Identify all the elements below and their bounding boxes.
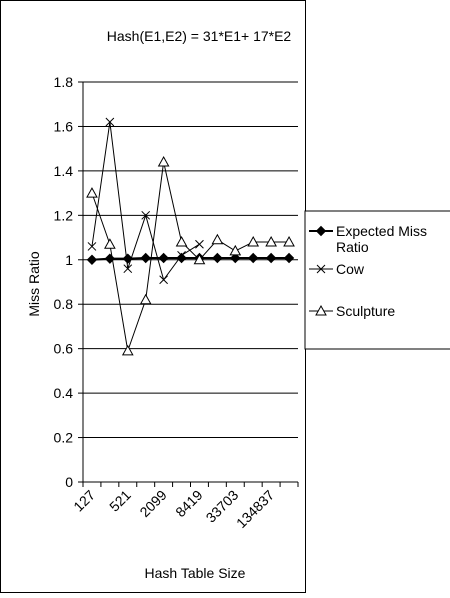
data-point-diamond [86,254,98,265]
y-tick-label: 0.2 [54,430,74,446]
legend-label: Cow [336,261,365,277]
data-point-triangle [104,238,116,249]
data-point-x [316,264,326,274]
series-2 [86,155,295,356]
data-point-triangle [229,244,242,256]
legend-item: Sculpture [309,303,395,319]
legend-label: Expected Miss [336,223,427,239]
data-point-x [123,264,133,274]
data-point-triangle [175,235,188,247]
data-point-x [141,210,151,220]
y-tick-label: 1 [65,252,73,268]
y-tick-label: 1.2 [54,207,74,223]
data-point-x [177,250,186,260]
data-point-x [159,275,168,285]
x-stroke [87,242,97,251]
data-point-triangle [283,235,295,247]
data-point-diamond [315,225,327,237]
data-point-diamond [283,252,295,264]
data-point-diamond [248,252,259,264]
data-point-x [105,117,115,127]
x-stroke [159,275,168,285]
legend-item: Cow [309,261,365,277]
x-stroke [177,250,186,260]
data-point-triangle [247,235,260,247]
data-point-triangle [86,187,98,198]
x-stroke [123,264,133,274]
y-tick-label: 1.6 [54,118,74,134]
y-tick-label: 0.4 [54,385,74,401]
data-point-diamond [104,253,116,264]
data-point-diamond [122,253,133,264]
chart-frame [0,0,306,593]
data-point-diamond [158,252,169,264]
x-stroke [105,117,115,127]
data-point-diamond [265,252,277,264]
y-tick-label: 0.6 [54,341,74,357]
legend-box [304,210,450,350]
y-tick-label: 1.4 [54,163,74,179]
data-point-diamond [176,252,187,264]
data-point-x [195,239,204,249]
data-point-diamond [140,252,151,264]
data-point-diamond [212,252,223,264]
chart-title: Hash(E1,E2) = 31*E1+ 17*E2 [107,28,292,44]
data-point-triangle [157,155,170,167]
y-tick-label: 1.8 [54,74,74,90]
y-axis-label: Miss Ratio [26,251,42,317]
x-stroke [316,264,326,274]
data-point-triangle [315,304,327,316]
x-axis-label: Hash Table Size [145,565,246,581]
data-point-triangle [193,253,206,265]
y-tick-label: 0.8 [54,296,74,312]
series-0 [86,252,295,265]
data-point-diamond [230,252,241,264]
series-1 [87,117,204,285]
data-point-x [87,242,97,251]
data-point-triangle [121,344,134,356]
y-tick-label: 0 [65,474,73,490]
legend-label: Ratio [336,239,369,255]
data-point-triangle [211,233,224,245]
x-stroke [195,239,204,249]
data-point-triangle [265,235,277,247]
x-stroke [141,210,151,220]
legend-label: Sculpture [336,303,395,319]
data-point-triangle [139,293,152,305]
